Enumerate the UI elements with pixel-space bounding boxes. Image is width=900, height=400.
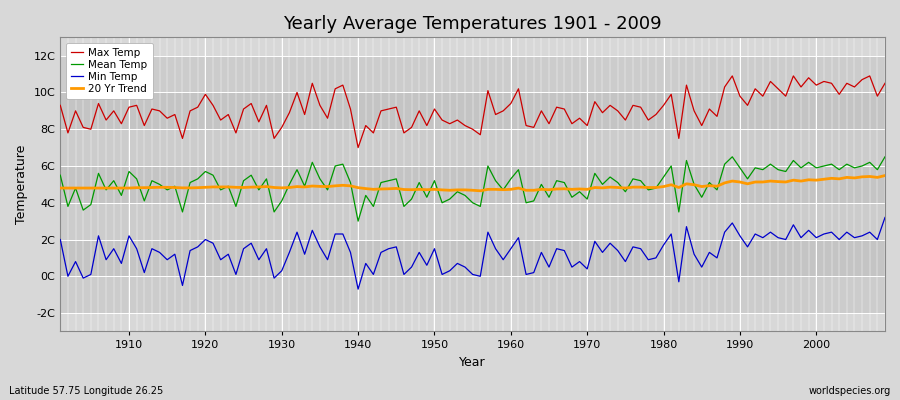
20 Yr Trend <box>513 186 524 190</box>
Y-axis label: Temperature: Temperature <box>15 145 28 224</box>
Mean Temp <box>353 219 364 224</box>
Max Temp <box>284 110 295 115</box>
Mean Temp <box>284 182 295 187</box>
Bar <box>60 276 885 313</box>
Max Temp <box>116 121 127 126</box>
Max Temp <box>513 86 524 91</box>
20 Yr Trend <box>329 184 340 188</box>
Min Temp <box>353 287 364 292</box>
Min Temp <box>329 232 340 236</box>
20 Yr Trend <box>506 187 517 192</box>
20 Yr Trend <box>116 186 127 190</box>
Line: 20 Yr Trend: 20 Yr Trend <box>60 176 885 191</box>
Mean Temp <box>605 175 616 180</box>
Line: Max Temp: Max Temp <box>60 76 885 148</box>
Min Temp <box>506 246 517 251</box>
Bar <box>60 166 885 203</box>
Min Temp <box>513 235 524 240</box>
20 Yr Trend <box>55 186 66 190</box>
Min Temp <box>116 261 127 266</box>
Bar <box>60 203 885 240</box>
Bar <box>60 56 885 92</box>
Mean Temp <box>506 176 517 181</box>
Max Temp <box>55 103 66 108</box>
Max Temp <box>879 81 890 86</box>
Line: Min Temp: Min Temp <box>60 218 885 289</box>
Mean Temp <box>55 173 66 178</box>
20 Yr Trend <box>879 173 890 178</box>
Max Temp <box>506 101 517 106</box>
Min Temp <box>284 250 295 255</box>
Bar <box>60 129 885 166</box>
Legend: Max Temp, Mean Temp, Min Temp, 20 Yr Trend: Max Temp, Mean Temp, Min Temp, 20 Yr Tre… <box>66 42 153 99</box>
Mean Temp <box>879 154 890 159</box>
Mean Temp <box>116 193 127 198</box>
Text: Latitude 57.75 Longitude 26.25: Latitude 57.75 Longitude 26.25 <box>9 386 163 396</box>
Bar <box>60 92 885 129</box>
20 Yr Trend <box>475 188 486 193</box>
Min Temp <box>879 215 890 220</box>
Max Temp <box>605 103 616 108</box>
20 Yr Trend <box>605 185 616 190</box>
Line: Mean Temp: Mean Temp <box>60 157 885 221</box>
Title: Yearly Average Temperatures 1901 - 2009: Yearly Average Temperatures 1901 - 2009 <box>284 15 662 33</box>
Min Temp <box>605 241 616 246</box>
Mean Temp <box>727 154 738 159</box>
Mean Temp <box>513 167 524 172</box>
Bar <box>60 240 885 276</box>
Max Temp <box>727 74 738 78</box>
Max Temp <box>329 86 340 91</box>
20 Yr Trend <box>284 185 295 190</box>
Min Temp <box>55 237 66 242</box>
Max Temp <box>353 145 364 150</box>
X-axis label: Year: Year <box>459 356 486 369</box>
Mean Temp <box>329 164 340 168</box>
Text: worldspecies.org: worldspecies.org <box>809 386 891 396</box>
